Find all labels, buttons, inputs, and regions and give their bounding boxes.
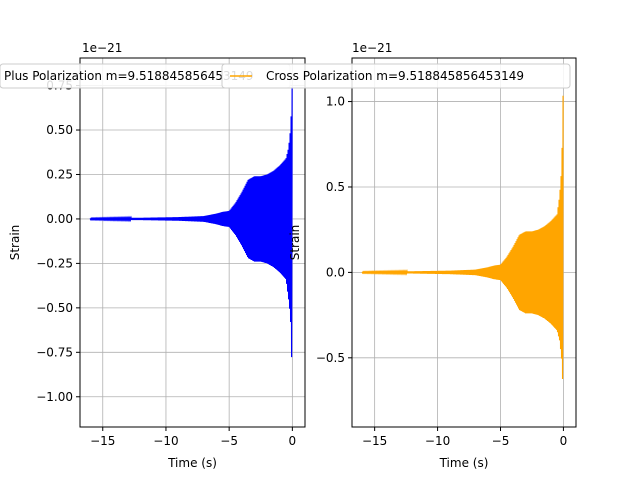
y-tick-label: −0.50 bbox=[36, 301, 73, 315]
y-tick-label: 1.0 bbox=[326, 95, 345, 109]
x-tick-label: −15 bbox=[90, 434, 115, 448]
x-tick-label: 0 bbox=[560, 434, 568, 448]
y-axis-label: Strain bbox=[8, 225, 22, 261]
axes-frame bbox=[351, 57, 577, 428]
legend-label: Plus Polarization m=9.518845856453149 bbox=[4, 69, 254, 83]
x-tick-label: 0 bbox=[289, 434, 297, 448]
y-axis-label: Strain bbox=[288, 225, 302, 261]
y-tick-label: −1.00 bbox=[36, 390, 73, 404]
y-tick-label: −0.75 bbox=[36, 345, 73, 359]
legend: Plus Polarization m=9.518845856453149 bbox=[0, 63, 291, 89]
plus-polarization-panel: −15 −10 −5 0 −1.00 −0.75 −0.50 −0.25 0.00 0.25 0.5… bbox=[0, 41, 306, 470]
cross-polarization-panel: −15 −10 −5 0 −0.5 0.0 0.5 1.0 Time (s) Strain 1e−2… bbox=[221, 41, 577, 470]
y-offset-label: 1e−21 bbox=[82, 41, 122, 55]
y-tick-label: 0.50 bbox=[46, 123, 73, 137]
y-offset-label: 1e−21 bbox=[352, 41, 392, 55]
axes-frame bbox=[79, 57, 306, 428]
legend-box bbox=[221, 63, 571, 89]
y-tick-label: 0.0 bbox=[326, 265, 345, 279]
y-tick-label: −0.5 bbox=[316, 351, 345, 365]
y-tick-label: −0.25 bbox=[36, 256, 73, 270]
legend-label: Cross Polarization m=9.518845856453149 bbox=[266, 69, 524, 83]
legend: Cross Polarization m=9.518845856453149 bbox=[221, 63, 571, 89]
waveform-line bbox=[361, 95, 564, 379]
y-tick-label: 0.5 bbox=[326, 180, 345, 194]
y-tick-label: 0.25 bbox=[46, 167, 73, 181]
x-tick-label: −10 bbox=[153, 434, 178, 448]
x-tick-label: −15 bbox=[362, 434, 387, 448]
x-axis-label: Time (s) bbox=[439, 456, 489, 470]
x-tick-label: −5 bbox=[220, 434, 238, 448]
waveform-line bbox=[89, 87, 293, 358]
y-tick-label: 0.00 bbox=[46, 212, 73, 226]
x-axis-label: Time (s) bbox=[167, 456, 217, 470]
x-tick-label: −10 bbox=[425, 434, 450, 448]
x-tick-label: −5 bbox=[492, 434, 510, 448]
